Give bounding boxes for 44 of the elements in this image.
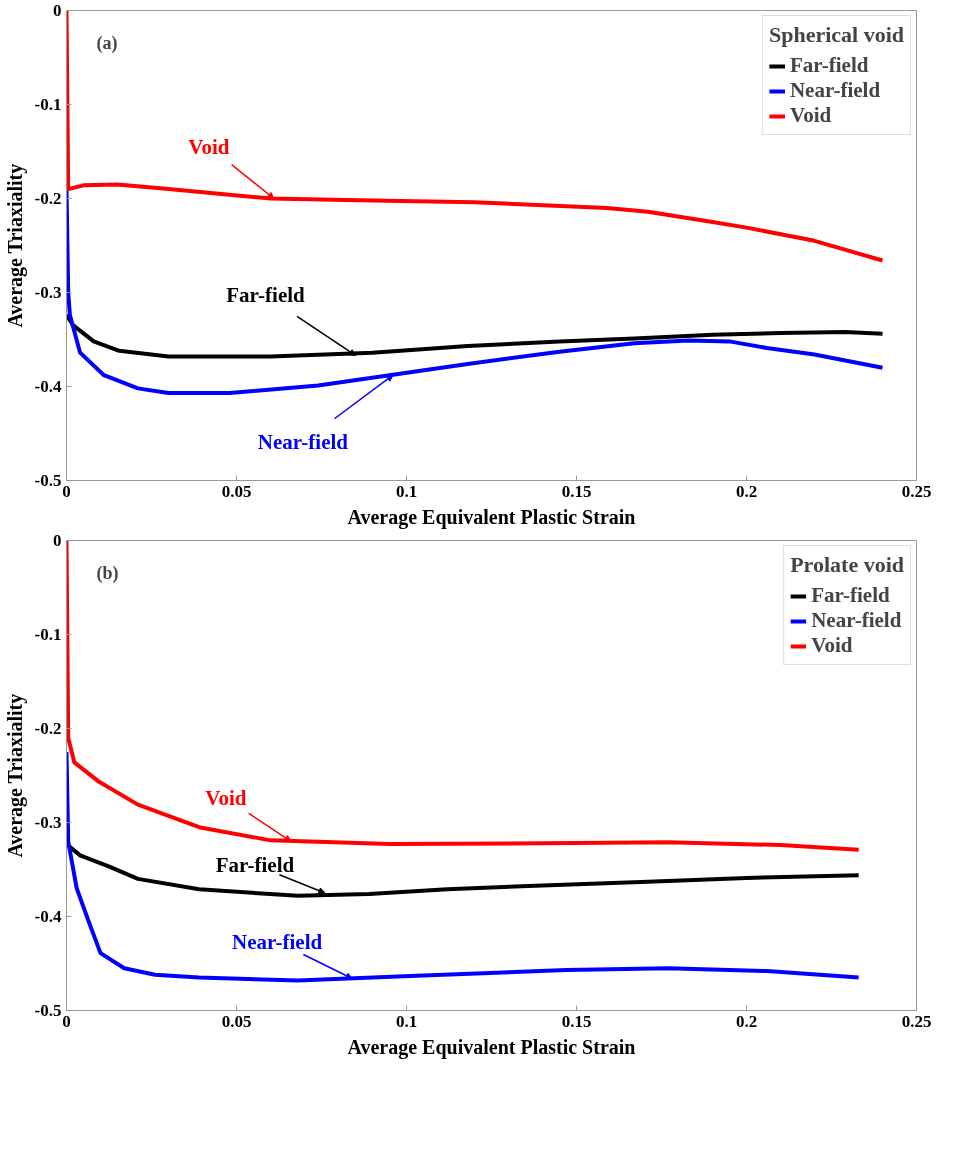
annotation: Far-field [215, 853, 295, 877]
legend-title: Prolate void [790, 552, 904, 578]
y-tick-label: -0.4 [34, 377, 62, 396]
line-series [66, 750, 861, 983]
line-series [66, 313, 885, 359]
x-tick-label: 0.05 [221, 481, 252, 501]
y-tick-label: -0.1 [34, 95, 62, 114]
x-axis-title: Average Equivalent Plastic Strain [347, 1035, 636, 1059]
x-tick-label: 0.05 [221, 1011, 252, 1031]
legend-label: Void [811, 633, 853, 658]
annotation: Near-field [232, 929, 323, 954]
annotation: Void [205, 786, 247, 811]
annotation: (b) [96, 562, 119, 584]
legend-label: Far-field [789, 53, 869, 78]
y-tick-label: -0.4 [34, 907, 62, 926]
annotation: Void [188, 134, 230, 159]
annotation: Far-field [226, 283, 306, 308]
x-tick-label: 0.1 [395, 481, 418, 501]
y-tick-label: -0.2 [34, 189, 62, 208]
y-tick-label: -0.3 [34, 283, 62, 302]
legend-label: Near-field [811, 608, 902, 633]
x-tick-label: 0.25 [901, 1011, 932, 1031]
annotation: (a) [96, 32, 118, 54]
y-tick-label: 0 [53, 1, 62, 20]
legend-label: Far-field [811, 583, 890, 608]
y-tick-label: -0.5 [34, 1001, 62, 1020]
y-tick-label: -0.1 [34, 625, 62, 644]
x-tick-label: 0.2 [735, 481, 758, 501]
y-tick-label: -0.5 [34, 471, 62, 490]
y-axis-title: Average Triaxiality [3, 693, 27, 858]
annotation: Near-field [257, 430, 349, 455]
y-tick-label: -0.3 [34, 813, 62, 832]
y-tick-label: 0 [53, 531, 62, 550]
x-tick-label: 0.25 [901, 481, 932, 501]
x-tick-label: 0.2 [735, 1011, 758, 1031]
x-axis-title: Average Equivalent Plastic Strain [347, 505, 636, 529]
x-tick-label: 0.1 [395, 1011, 418, 1031]
x-tick-label: 0.15 [561, 481, 592, 501]
legend-label: Near-field [789, 78, 881, 103]
legend-title: Spherical void [768, 22, 904, 48]
legend-label: Void [789, 103, 832, 128]
x-tick-label: 0.15 [561, 1011, 592, 1031]
y-axis-title: Average Triaxiality [3, 163, 27, 328]
y-tick-label: -0.2 [34, 719, 62, 738]
